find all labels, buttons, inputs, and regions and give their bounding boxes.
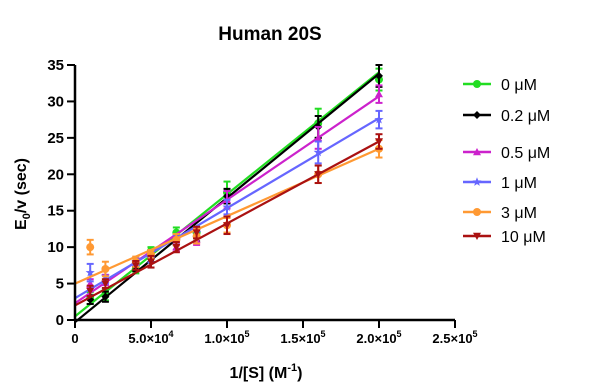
legend-marker xyxy=(473,111,481,119)
legend-item-3: 0.5 μM xyxy=(463,145,550,162)
legend-item-5: 3 μM xyxy=(463,205,537,222)
y-axis-label-rest: /v (sec) xyxy=(13,158,30,213)
data-point xyxy=(314,171,323,179)
data-point xyxy=(172,243,181,252)
data-point xyxy=(375,138,383,146)
legend: 0 μM 0.2 μM 0.5 μM 1 μM 3 μM 10 μM xyxy=(463,77,550,246)
data-point xyxy=(131,262,140,270)
series-1 xyxy=(74,67,383,318)
y-tick-label: 10 xyxy=(47,239,64,256)
legend-marker xyxy=(472,177,482,186)
x-axis-label-superscript: -1 xyxy=(287,362,297,374)
data-point xyxy=(101,280,110,288)
y-tick-label: 5 xyxy=(56,276,64,293)
x-tick-label: 2.5×105 xyxy=(432,329,477,346)
x-tick-label-mantissa: 0 xyxy=(71,331,78,346)
x-axis-label: 1/[S] (M-1) xyxy=(230,362,303,382)
y-tick-label: 30 xyxy=(47,93,64,110)
data-point xyxy=(101,292,110,301)
legend-label: 1 μM xyxy=(501,175,537,192)
x-tick-label: 1.5×105 xyxy=(280,329,325,346)
x-tick-label-exponent: 5 xyxy=(473,329,478,339)
legend-marker xyxy=(473,80,481,88)
x-tick-label-exponent: 5 xyxy=(321,329,326,339)
data-point xyxy=(85,267,95,277)
legend-label: 3 μM xyxy=(501,205,537,222)
x-tick-label-exponent: 5 xyxy=(397,329,402,339)
x-tick-label: 0 xyxy=(71,331,78,346)
data-point xyxy=(375,71,383,80)
legend-label: 0 μM xyxy=(501,77,537,94)
y-tick-label: 25 xyxy=(47,130,64,147)
data-point xyxy=(192,229,201,237)
x-tick-label-mantissa: 1.5×10 xyxy=(280,331,320,346)
data-point xyxy=(223,222,231,230)
x-axis-label-close: ) xyxy=(297,365,302,382)
legend-label: 0.5 μM xyxy=(501,145,550,162)
data-point xyxy=(374,114,384,124)
legend-item-1: 0 μM xyxy=(463,77,537,94)
data-point xyxy=(101,265,110,273)
legend-item-6: 10 μM xyxy=(463,229,546,246)
y-tick-label: 35 xyxy=(47,57,64,74)
x-tick-label-exponent: 4 xyxy=(169,329,174,339)
plot-area xyxy=(74,64,384,324)
data-point xyxy=(222,202,232,211)
x-tick-label-mantissa: 5.0×10 xyxy=(128,331,168,346)
x-tick-label: 2.0×105 xyxy=(356,329,401,346)
x-tick-label-mantissa: 2.0×10 xyxy=(356,331,396,346)
series-5 xyxy=(74,139,383,285)
y-tick-label: 0 xyxy=(56,312,64,329)
legend-marker xyxy=(473,148,481,156)
legend-marker xyxy=(473,208,481,216)
legend-item-2: 0.2 μM xyxy=(463,108,550,125)
x-tick-label: 5.0×104 xyxy=(128,329,173,346)
data-point xyxy=(147,258,155,266)
legend-label: 0.2 μM xyxy=(501,108,550,125)
legend-item-4: 1 μM xyxy=(463,175,537,192)
data-point xyxy=(313,147,323,157)
y-axis-label-main: E xyxy=(13,219,30,230)
x-tick-label-mantissa: 2.5×10 xyxy=(432,331,472,346)
data-point xyxy=(86,243,95,252)
legend-marker xyxy=(473,232,481,240)
y-axis-label-subscript: 0 xyxy=(21,213,33,219)
y-tick-label: 20 xyxy=(47,166,64,183)
series-6 xyxy=(74,133,383,307)
x-tick-label-mantissa: 1.0×10 xyxy=(204,331,244,346)
data-point xyxy=(314,133,323,142)
x-tick-label-exponent: 5 xyxy=(245,329,250,339)
y-tick-label: 15 xyxy=(47,203,64,220)
chart-title: Human 20S xyxy=(218,24,321,45)
data-point xyxy=(375,90,383,98)
data-point xyxy=(86,287,95,295)
y-axis-label: E0/v (sec) xyxy=(13,158,33,230)
x-tick-label: 1.0×105 xyxy=(204,329,249,346)
legend-label: 10 μM xyxy=(501,229,546,246)
x-axis-label-main: 1/[S] (M xyxy=(230,365,288,382)
series-4 xyxy=(74,109,384,300)
